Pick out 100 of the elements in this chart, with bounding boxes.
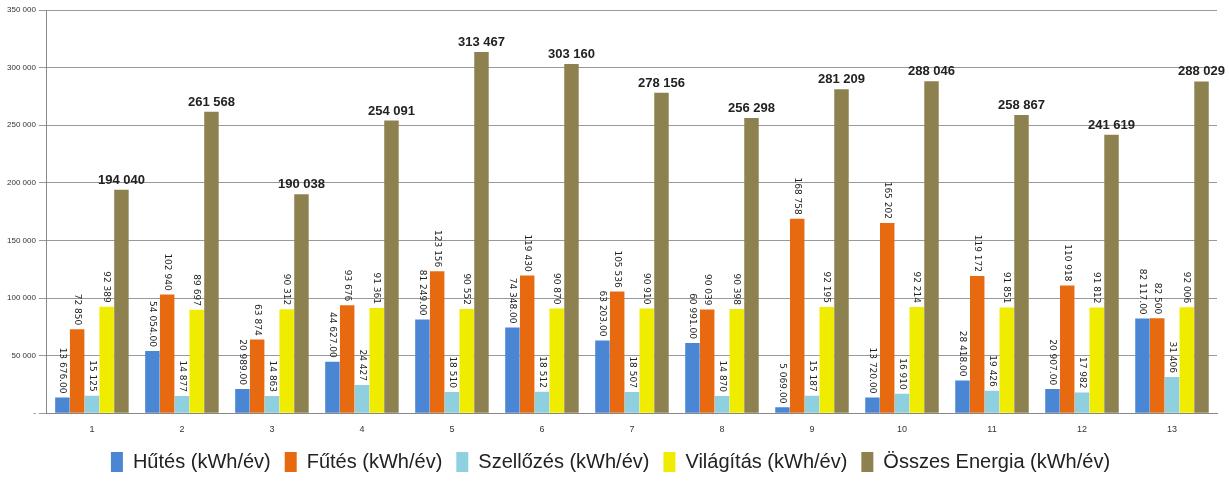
bar	[775, 407, 790, 413]
bar	[804, 395, 820, 413]
x-tick-label: 7	[629, 424, 635, 435]
bar	[624, 391, 640, 413]
data-label: 123 156	[432, 230, 443, 268]
bar	[549, 308, 564, 413]
data-label: 90 398	[732, 273, 743, 306]
bar	[145, 350, 160, 413]
bar	[1194, 81, 1209, 413]
bar	[789, 218, 805, 413]
bar	[444, 391, 460, 413]
data-label: 92 214	[912, 271, 923, 304]
data-label: 63 874	[252, 304, 263, 336]
bar	[685, 342, 700, 413]
data-label: 90 312	[282, 273, 293, 306]
data-label: 119 430	[522, 234, 533, 272]
bar	[69, 329, 85, 413]
bar	[595, 340, 610, 413]
data-label: 165 202	[882, 181, 893, 219]
y-tick-label: 150 000	[7, 235, 37, 245]
data-label: 190 038	[277, 176, 325, 192]
bar	[474, 52, 489, 413]
data-label: 44 627.00	[328, 311, 339, 359]
data-label: 241 619	[1088, 116, 1136, 132]
bar	[1135, 318, 1150, 413]
y-tick-label: 50 000	[11, 350, 37, 360]
bar	[354, 385, 370, 413]
data-label: 74 348.00	[508, 277, 519, 324]
bar	[714, 396, 730, 413]
bar	[415, 319, 430, 413]
x-tick-label: 11	[987, 424, 997, 435]
data-label: 14 863	[267, 360, 278, 393]
bar	[639, 308, 654, 413]
data-label: 313 467	[457, 34, 505, 50]
bar	[384, 120, 399, 413]
bar	[99, 306, 114, 413]
x-tick-label: 6	[539, 424, 545, 435]
bar	[834, 89, 849, 413]
x-tick-label: 3	[269, 424, 275, 435]
y-tick-label: 250 000	[7, 120, 37, 130]
y-tick-label: 200 000	[7, 178, 37, 187]
bar	[1150, 318, 1165, 413]
y-tick-label: 350 000	[7, 5, 37, 15]
data-label: 54 054.00	[148, 301, 159, 348]
bar	[879, 222, 895, 413]
x-tick-label: 2	[179, 424, 185, 435]
data-label: 82 500	[1152, 282, 1163, 315]
legend-label: Világítás (kWh/év)	[685, 449, 848, 472]
bar	[744, 117, 759, 413]
bar	[984, 390, 1000, 413]
data-label: 288 046	[908, 63, 955, 79]
bar	[955, 380, 970, 413]
data-label: 90 870	[552, 273, 563, 305]
data-label: 60 991.00	[688, 293, 699, 340]
legend-label: Fűtés (kWh/év)	[306, 449, 443, 472]
data-label: 281 209	[817, 71, 865, 87]
bar	[1104, 134, 1119, 413]
data-label: 15 125	[87, 360, 98, 392]
bar	[729, 309, 744, 413]
data-label: 119 172	[972, 234, 983, 272]
bar	[204, 111, 219, 413]
bar	[1045, 389, 1060, 413]
data-label: 82 117.00	[1138, 268, 1149, 315]
x-tick-label: 9	[809, 424, 815, 435]
data-label: 90 552	[462, 273, 473, 305]
bar	[909, 306, 924, 413]
x-tick-label: 5	[449, 424, 455, 435]
bar	[534, 391, 550, 413]
bar	[1179, 307, 1194, 413]
data-label: 90 910	[642, 272, 653, 305]
data-label: 261 568	[187, 93, 235, 109]
data-label: 288 029	[1178, 63, 1226, 79]
data-label: 110 918	[1062, 244, 1073, 282]
bar	[819, 306, 834, 413]
data-label: 194 040	[97, 171, 145, 187]
bar	[174, 396, 190, 413]
legend-label: Hűtés (kWh/év)	[132, 449, 271, 472]
bar	[519, 275, 535, 413]
bar	[999, 307, 1014, 413]
data-label: 13 720.00	[868, 347, 879, 394]
data-label: 256 298	[727, 100, 775, 116]
data-label: 18 507	[627, 356, 638, 388]
data-label: 93 676	[342, 269, 353, 302]
bar	[55, 397, 70, 413]
bar	[1089, 307, 1104, 413]
bar	[325, 361, 340, 413]
data-label: 31 406	[1167, 341, 1178, 374]
data-label: 72 850	[72, 293, 83, 326]
data-label: 89 697	[192, 274, 203, 306]
bar	[264, 396, 280, 413]
data-label: 168 758	[792, 177, 803, 216]
data-label: 91 361	[372, 272, 383, 304]
data-label: 258 867	[998, 97, 1046, 113]
bar	[159, 294, 175, 413]
bar	[369, 307, 384, 413]
y-tick-label: -	[33, 408, 37, 418]
data-label: 254 091	[367, 102, 415, 118]
data-label: 102 940	[162, 253, 173, 291]
bar	[235, 389, 250, 413]
bar	[924, 81, 939, 413]
